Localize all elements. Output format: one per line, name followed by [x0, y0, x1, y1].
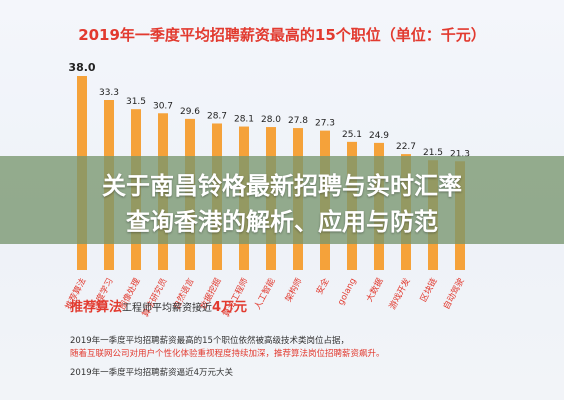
value-label-4: 30.7 [153, 101, 173, 111]
banner-headline-line-1: 关于南昌铃格最新招聘与实时汇率 [102, 172, 462, 200]
value-label-3: 31.5 [126, 97, 146, 107]
value-label-11: 25.1 [342, 130, 362, 140]
value-label-9: 27.8 [288, 116, 308, 126]
recommend-amount: 4万元 [212, 300, 248, 315]
summary-paragraph-1: 2019年一季度平均招聘薪资最高的15个职位依然被高级技术类岗位占据， [70, 336, 349, 346]
summary-paragraph-2: 随着互联网公司对用户个性化体验重视程度持续加深，推荐算法岗位招聘薪资飙升。 [70, 349, 385, 359]
value-label-13: 22.7 [396, 142, 416, 152]
value-label-7: 28.1 [234, 115, 254, 125]
overlay-banner [0, 156, 564, 244]
value-label-2: 33.3 [99, 88, 119, 98]
value-label-14: 21.5 [423, 148, 443, 158]
chart-title: 2019年一季度平均招聘薪资最高的15个职位（单位：千元） [78, 26, 486, 44]
value-label-10: 27.3 [315, 119, 335, 129]
recommend-subtitle: 工程师平均薪资接近 [122, 303, 213, 314]
summary-paragraph-3: 2019年一季度平均招聘薪资逼近4万元大关 [70, 368, 234, 378]
value-label-group: 38.0 33.3 31.5 30.7 29.6 28.7 28.1 28.0 27.8 27.3… [68, 61, 470, 159]
value-label-1: 38.0 [68, 61, 95, 74]
value-label-12: 24.9 [369, 131, 389, 141]
summary-text-block: 推荐算法工程师平均薪资接近4万元 2019年一季度平均招聘薪资最高的15个职位依… [70, 296, 530, 380]
recommend-heading: 推荐算法工程师平均薪资接近4万元 [70, 296, 530, 315]
value-label-8: 28.0 [261, 115, 281, 125]
category-label-10: 安全 [314, 276, 332, 297]
value-label-6: 28.7 [207, 111, 227, 121]
value-label-5: 29.6 [180, 107, 200, 117]
recommend-title: 推荐算法 [70, 300, 123, 315]
banner-headline-line-2: 查询香港的解析、应用与防范 [126, 208, 438, 236]
value-label-15: 21.3 [450, 149, 470, 159]
